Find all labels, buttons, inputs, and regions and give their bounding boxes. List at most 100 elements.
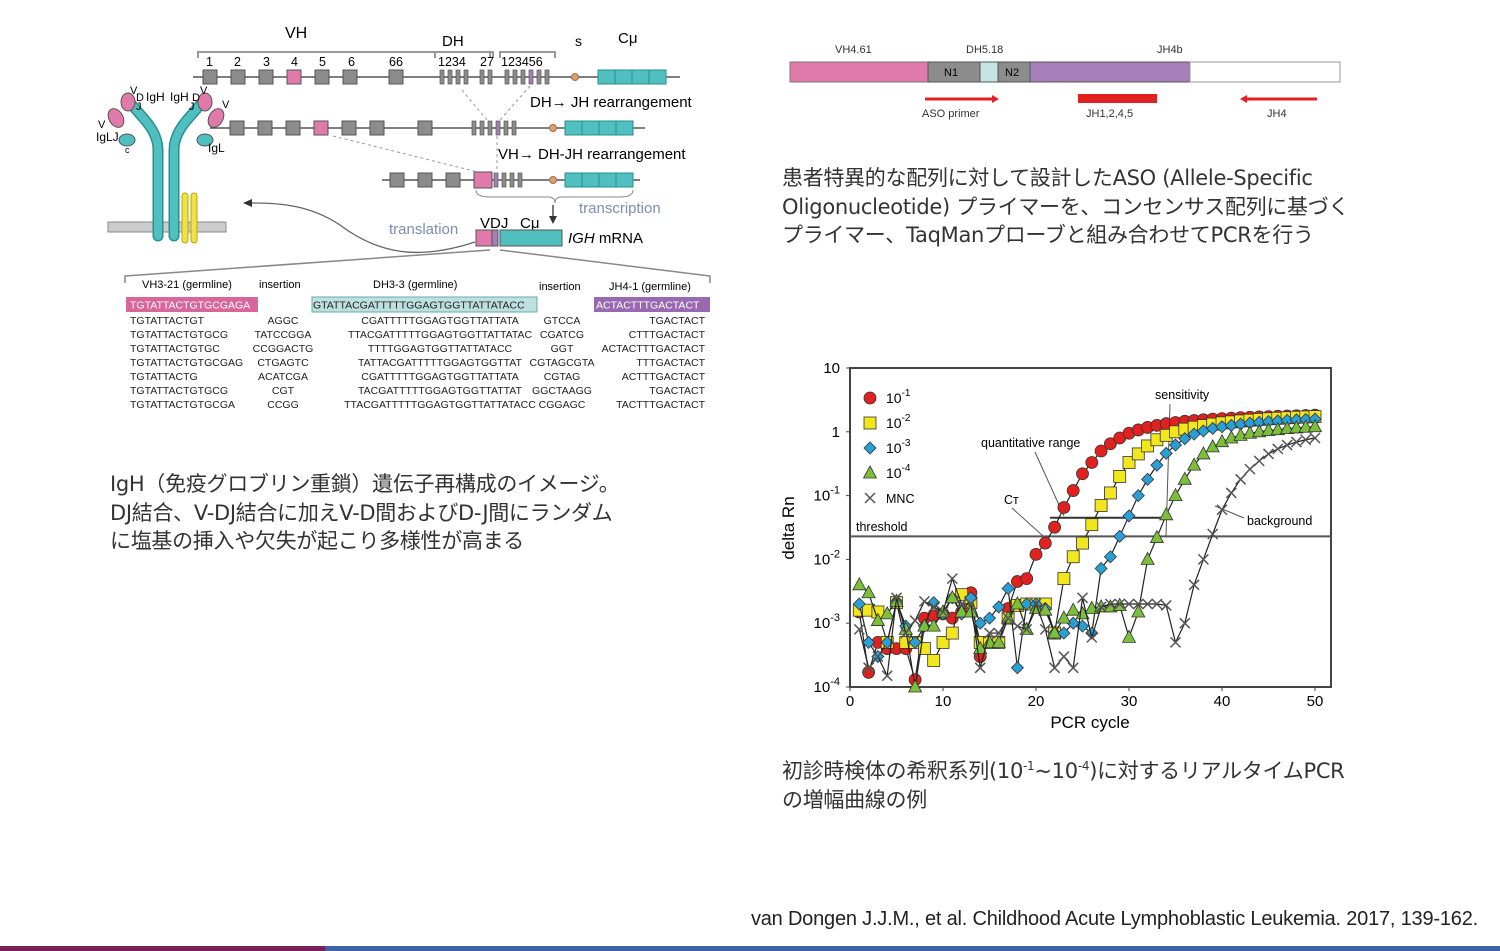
threshold-label: threshold xyxy=(856,520,907,534)
data-point xyxy=(880,606,895,620)
sequence-cell: CTGAGTC xyxy=(257,357,309,369)
svg-text:IgH: IgH xyxy=(170,90,189,104)
jh-primer-label: JH1,2,4,5 xyxy=(1086,108,1133,120)
sequence-cell: TTACGATTTTTGGAGTGGTTATTATACC xyxy=(344,399,536,411)
gene-segment xyxy=(417,172,433,188)
gene-segment xyxy=(512,69,518,85)
data-point xyxy=(1225,487,1237,499)
data-point xyxy=(982,611,997,625)
data-point xyxy=(1289,420,1304,434)
svg-text:insertion: insertion xyxy=(539,281,581,293)
sequence-cell: ACTTTGACTACT xyxy=(622,371,706,383)
svg-text:J: J xyxy=(189,101,195,113)
data-point xyxy=(863,662,875,674)
ct-label: Cт xyxy=(1004,493,1019,507)
data-point xyxy=(1168,487,1183,501)
data-point xyxy=(983,627,996,639)
gene-segment xyxy=(544,69,550,85)
x-tick-label: 20 xyxy=(1028,693,1045,710)
data-point xyxy=(1057,501,1071,514)
data-point xyxy=(1113,529,1127,543)
y-tick-label: 1 xyxy=(832,424,840,441)
data-point xyxy=(937,606,949,618)
legend-item: 10-2 xyxy=(863,413,911,431)
data-point xyxy=(1281,439,1293,451)
data-point xyxy=(1057,626,1071,640)
x-tick-label: 10 xyxy=(935,693,952,710)
data-point xyxy=(956,598,968,610)
svg-text:J: J xyxy=(136,101,142,113)
data-point xyxy=(1262,448,1275,460)
germline-j: ACTACTTTGACTACT xyxy=(596,300,700,312)
sequence-cell: TATTACGATTTTTGGAGTGGTTAT xyxy=(358,357,522,369)
data-point xyxy=(1066,602,1081,616)
vh-label: VH xyxy=(285,25,307,42)
svg-text:1: 1 xyxy=(206,55,213,69)
svg-text:66: 66 xyxy=(389,55,403,69)
svg-text:insertion: insertion xyxy=(259,279,301,291)
sequence-cell: GTCCA xyxy=(544,315,581,327)
background-label: background xyxy=(1247,514,1312,528)
y-tick-label: 10-4 xyxy=(814,676,840,696)
data-point xyxy=(852,597,866,611)
data-point xyxy=(973,616,987,630)
svg-text:5: 5 xyxy=(319,55,326,69)
switch-region xyxy=(549,124,557,132)
transcription-label: transcription xyxy=(579,200,661,217)
data-point xyxy=(1095,601,1107,613)
data-point xyxy=(1058,651,1070,663)
data-point xyxy=(907,679,923,693)
data-point xyxy=(918,595,930,607)
data-point xyxy=(945,589,960,604)
data-point xyxy=(1038,536,1052,550)
gene-segment xyxy=(202,69,218,85)
data-point xyxy=(1086,631,1098,643)
data-point xyxy=(881,670,893,682)
gene-segment xyxy=(445,172,461,188)
gene-segment xyxy=(509,172,515,188)
data-point xyxy=(1021,623,1033,635)
legend-label: 10-1 xyxy=(886,388,911,406)
svg-text:DH3-3 (germline): DH3-3 (germline) xyxy=(373,279,457,291)
x-tick-label: 40 xyxy=(1214,693,1231,710)
svg-text:2: 2 xyxy=(234,55,241,69)
data-point xyxy=(1272,443,1284,455)
gene-segment xyxy=(520,69,526,85)
amplification-plot: 0 10 20 30 40 50 10 1 10-1 10-2 10-3 10-4 PCR cycle d… xyxy=(779,360,1332,732)
constant-exon xyxy=(614,69,633,85)
x-tick-label: 0 xyxy=(846,693,854,710)
svg-text:V: V xyxy=(200,85,208,97)
data-point xyxy=(853,623,865,635)
y-axis-label: delta Rn xyxy=(779,496,798,559)
switch-region xyxy=(571,73,579,81)
svg-text:3: 3 xyxy=(263,55,270,69)
data-point xyxy=(1140,551,1155,565)
data-point xyxy=(917,618,932,632)
constant-exon xyxy=(564,172,583,188)
legend-label: 10-3 xyxy=(886,438,911,456)
data-point xyxy=(1261,422,1276,436)
gene-segment xyxy=(487,69,493,85)
constant-exon xyxy=(615,172,634,188)
gene-rows xyxy=(193,69,680,189)
gene-segment xyxy=(495,120,501,136)
data-point xyxy=(861,584,876,599)
data-point xyxy=(1049,662,1061,674)
sequence-cell: CGGAGC xyxy=(539,399,586,411)
sequence-cell: TGTATTACTG xyxy=(130,371,198,383)
data-point xyxy=(1244,463,1256,475)
legend-marker xyxy=(863,416,877,430)
data-point xyxy=(974,662,986,674)
legend-item: MNC xyxy=(864,492,914,506)
legend-marker xyxy=(864,492,876,504)
gene-segment xyxy=(258,69,274,85)
data-point xyxy=(1279,420,1295,435)
gene-segment xyxy=(369,120,385,136)
data-point xyxy=(963,604,979,618)
gene-segment xyxy=(388,69,404,85)
svg-text:JH4-1 (germline): JH4-1 (germline) xyxy=(609,281,691,293)
data-point xyxy=(1179,617,1191,629)
svg-text:JH4b: JH4b xyxy=(1157,44,1183,56)
data-point xyxy=(1169,636,1182,648)
data-point xyxy=(890,592,903,604)
